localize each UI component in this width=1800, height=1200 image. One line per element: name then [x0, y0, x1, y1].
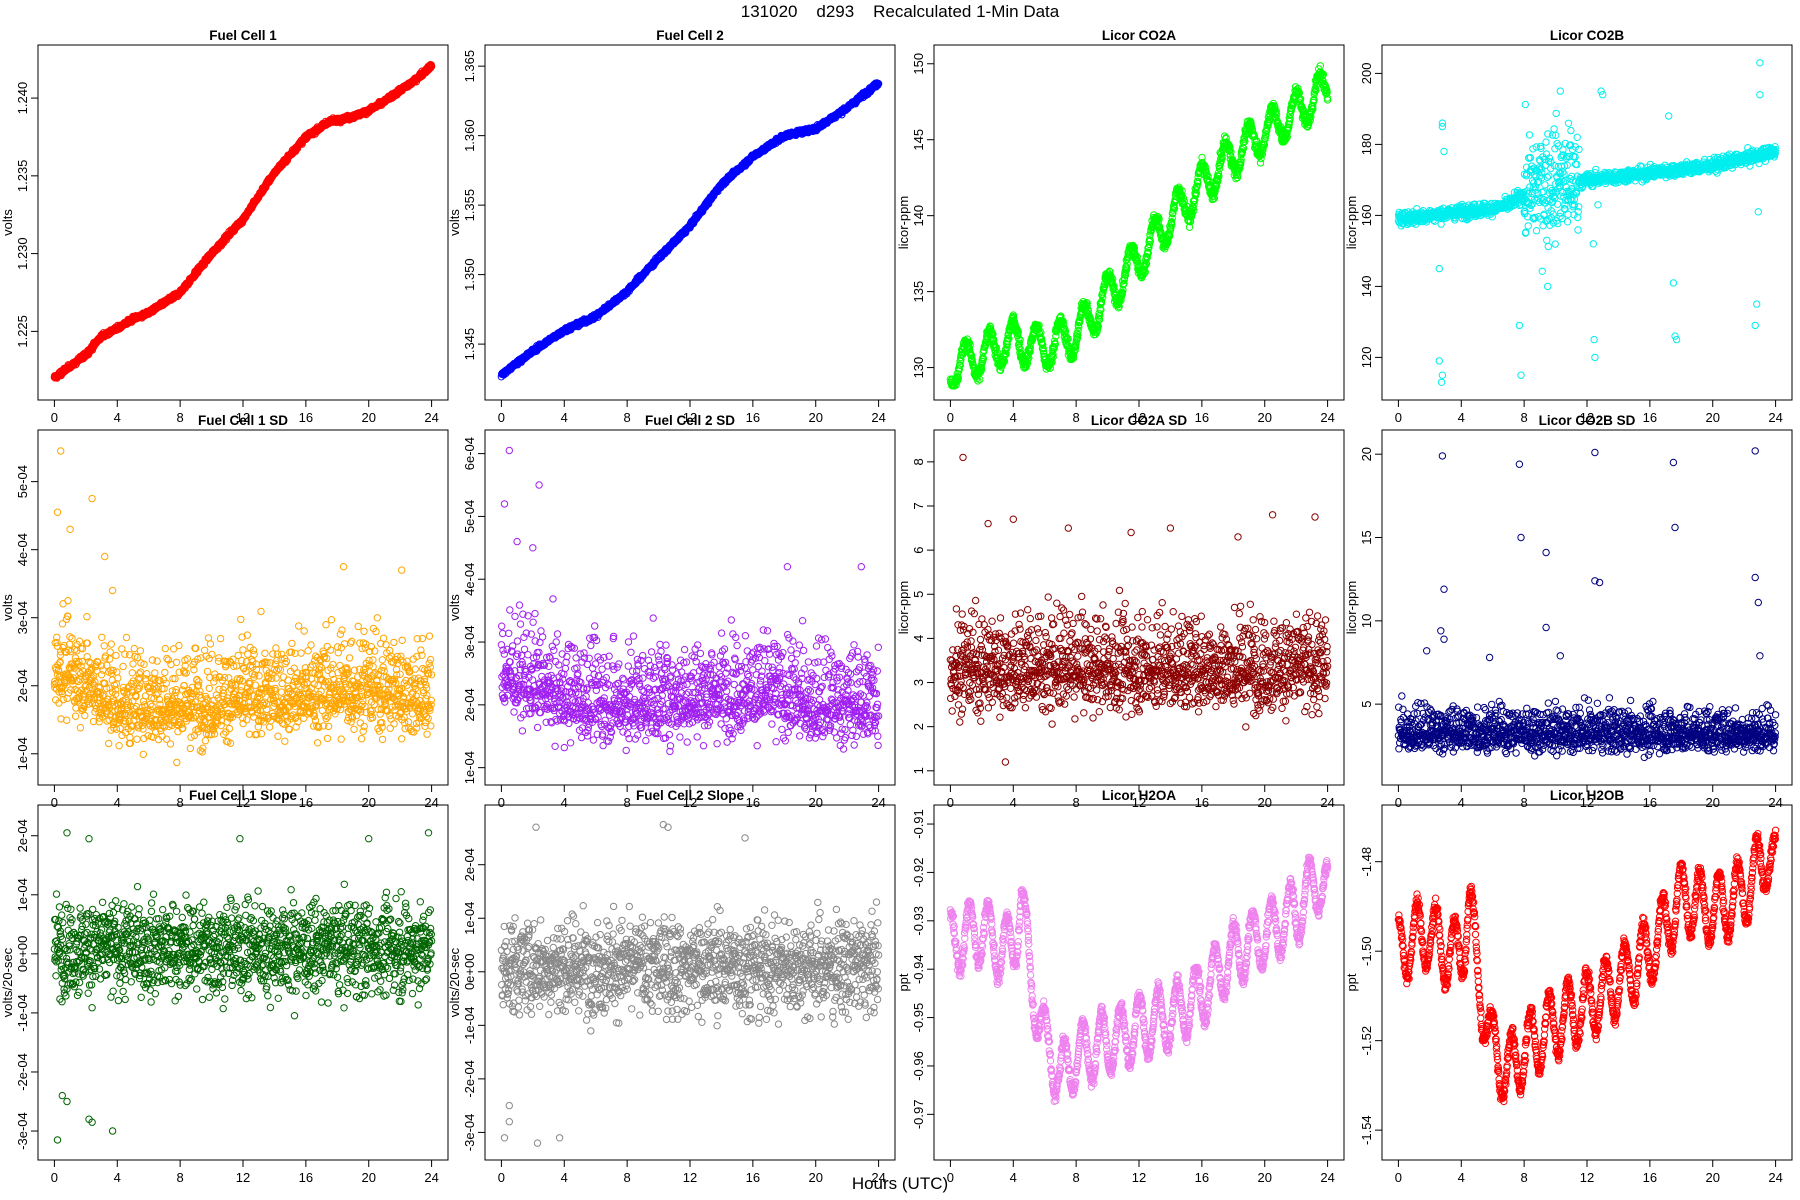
x-tick-label: 16	[299, 410, 313, 425]
y-tick-label: 1.225	[15, 315, 30, 348]
x-tick-label: 16	[746, 410, 760, 425]
y-tick-label: 1.360	[462, 119, 477, 152]
y-tick-label: 1.355	[462, 189, 477, 222]
data-point	[1538, 267, 1547, 275]
x-tick-label: 24	[1768, 410, 1782, 425]
x-tick-label: 20	[1705, 410, 1719, 425]
chart-title: Licor CO2A	[1102, 28, 1177, 43]
series-points	[946, 62, 1332, 390]
y-axis-label: licor-ppm	[1344, 196, 1359, 249]
data-point	[1542, 138, 1550, 146]
series-points	[1394, 59, 1780, 386]
x-tick-label: 4	[1458, 410, 1465, 425]
y-tick-label: 1.240	[15, 82, 30, 115]
y-tick-label: 1.365	[462, 50, 477, 83]
y-axis-label: volts	[447, 209, 462, 236]
data-point	[1521, 100, 1530, 109]
page-title: 131020 d293 Recalculated 1-Min Data	[740, 2, 1060, 21]
x-tick-label: 20	[1257, 410, 1271, 425]
x-tick-label: 4	[561, 410, 568, 425]
chart-title: Fuel Cell 1	[209, 28, 277, 43]
data-point	[1525, 131, 1534, 139]
chart-1: Fuel Cell 1 0 4 8 12 16 20 24 1.225 1.230 1.235 1.2…	[0, 28, 449, 425]
y-tick-label: 1.235	[15, 160, 30, 193]
x-tick-label: 16	[1643, 410, 1657, 425]
x-tick-label: 0	[498, 410, 505, 425]
x-tick-label: 8	[624, 410, 631, 425]
y-tick-label: 1.230	[15, 237, 30, 270]
x-tick-label: 0	[51, 410, 58, 425]
x-tick-label: 24	[424, 410, 438, 425]
y-tick-label: 120	[1359, 347, 1374, 369]
chart-title: Licor CO2B	[1550, 28, 1625, 43]
x-tick-label: 12	[236, 410, 250, 425]
data-point	[1532, 227, 1541, 235]
x-tick-label: 0	[947, 410, 954, 425]
x-tick-label: 20	[361, 410, 375, 425]
chart-title: Fuel Cell 2	[656, 28, 724, 43]
x-tick-label: 20	[808, 410, 822, 425]
data-point	[1524, 222, 1532, 230]
y-tick-label: 200	[1359, 63, 1374, 85]
x-tick-label: 24	[1320, 410, 1334, 425]
y-tick-label: 1.350	[462, 258, 477, 291]
x-tick-label: 8	[177, 410, 184, 425]
x-tick-label: 4	[114, 410, 121, 425]
x-tick-label: 16	[1195, 410, 1209, 425]
y-axis-label: licor-ppm	[896, 196, 911, 249]
data-point	[1539, 222, 1547, 230]
x-tick-label: 0	[1395, 410, 1402, 425]
x-tick-label: 4	[1010, 410, 1017, 425]
y-tick-label: 180	[1359, 134, 1374, 156]
y-tick-label: 130	[911, 357, 926, 379]
x-tick-label: 24	[871, 410, 885, 425]
y-tick-label: 135	[911, 281, 926, 303]
y-tick-label: 150	[911, 53, 926, 75]
series-points	[50, 60, 436, 382]
series-points	[497, 79, 883, 381]
y-tick-label: 160	[1359, 205, 1374, 227]
x-tick-label: 8	[1521, 410, 1528, 425]
y-tick-label: 140	[911, 205, 926, 227]
y-tick-label: 140	[1359, 276, 1374, 298]
chart-2: Fuel Cell 20 4 8 12 16 20 241.3451.3501.3551.3…	[447, 28, 896, 425]
y-tick-label: 1.345	[462, 328, 477, 361]
y-axis-label: volts	[0, 209, 15, 236]
x-tick-label: 8	[1073, 410, 1080, 425]
y-tick-label: 145	[911, 129, 926, 151]
